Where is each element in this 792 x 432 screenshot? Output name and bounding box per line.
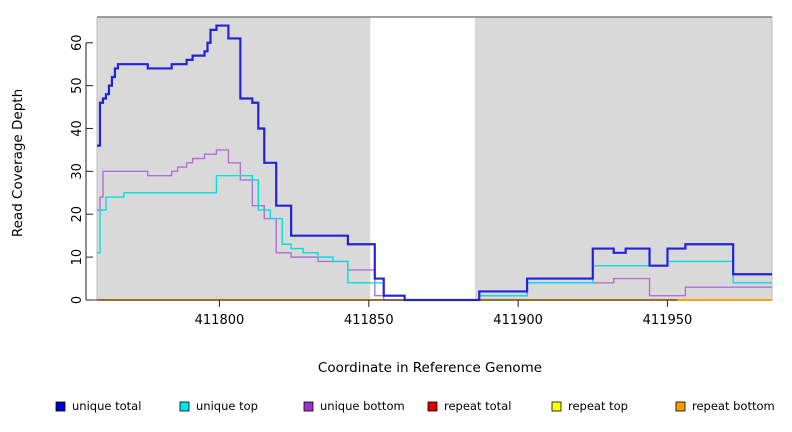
plot-background <box>97 17 772 300</box>
legend-swatch <box>551 401 562 412</box>
y-tick-label: 0 <box>70 296 85 304</box>
y-axis-title: Read Coverage Depth <box>10 89 26 237</box>
legend-label: unique bottom <box>320 399 405 413</box>
legend-label: repeat total <box>444 399 511 413</box>
legend-item[interactable]: unique bottom <box>303 399 405 413</box>
x-axis-title: Coordinate in Reference Genome <box>318 360 542 376</box>
y-tick-label: 60 <box>70 34 85 51</box>
legend-item[interactable]: unique total <box>55 399 141 413</box>
axis-layer: 411800 411850 411900 411950 0 10 20 30 40 50 60 <box>70 34 692 328</box>
y-tick-label: 20 <box>70 206 85 223</box>
series-unique-total <box>97 24 772 302</box>
series-unique-bottom <box>97 149 772 301</box>
legend-swatch <box>427 401 438 412</box>
legend-item[interactable]: repeat total <box>427 399 511 413</box>
chart-legend: unique total unique top unique bottom repea… <box>55 399 775 413</box>
legend-swatch <box>303 401 314 412</box>
series-unique-top <box>97 174 772 301</box>
legend-label: unique total <box>72 399 141 413</box>
x-tick-label: 411800 <box>195 313 245 328</box>
legend-swatch <box>675 401 686 412</box>
legend-item[interactable]: repeat bottom <box>675 399 775 413</box>
y-tick-label: 40 <box>70 120 85 137</box>
legend-item[interactable]: repeat top <box>551 399 628 413</box>
x-tick-label: 411900 <box>493 313 543 328</box>
y-tick-label: 50 <box>70 77 85 94</box>
y-tick-label: 30 <box>70 163 85 180</box>
legend-label: unique top <box>196 399 258 413</box>
x-tick-label: 411950 <box>643 313 693 328</box>
legend-label: repeat top <box>568 399 628 413</box>
legend-swatch <box>179 401 190 412</box>
y-tick-label: 10 <box>70 249 85 266</box>
legend-item[interactable]: unique top <box>179 399 258 413</box>
legend-swatch <box>55 401 66 412</box>
x-tick-label: 411850 <box>344 313 394 328</box>
legend-label: repeat bottom <box>692 399 775 413</box>
